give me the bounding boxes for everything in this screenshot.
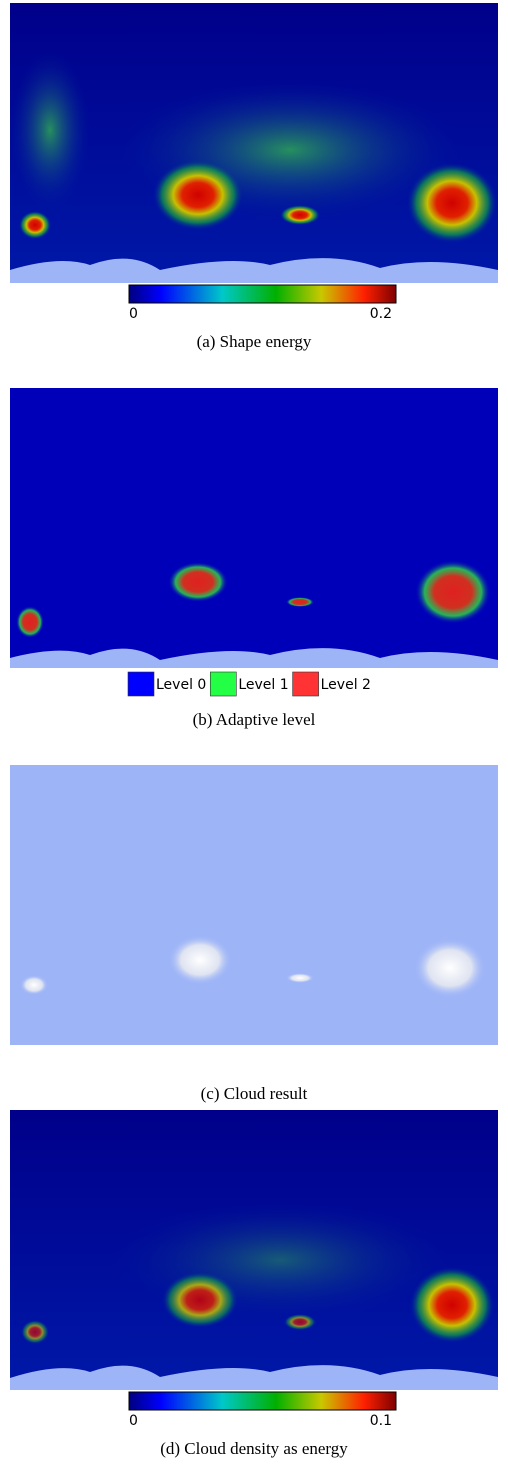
caption: (c) Cloud result (201, 1084, 308, 1103)
page: {"panels": [ {"caption": "(a) Shape ener… (0, 0, 508, 1468)
colorbar (129, 1392, 396, 1410)
legend-label: Level 1 (238, 677, 288, 693)
legend-swatch (210, 672, 236, 696)
image-a (10, 3, 498, 283)
caption: (a) Shape energy (197, 332, 312, 351)
legend-label: Level 0 (156, 677, 206, 693)
figure: (a) Shape energy (b) Adaptive level (c) … (0, 0, 508, 1468)
colorbar (129, 285, 396, 303)
legend-swatch (128, 672, 154, 696)
legend-swatch (293, 672, 319, 696)
tick-label: 0 (129, 306, 138, 322)
caption: (d) Cloud density as energy (160, 1439, 348, 1458)
image-d (10, 1110, 498, 1390)
legend-label: Level 2 (321, 677, 371, 693)
tick-label: 0 (129, 1413, 138, 1429)
tick-label: 0.1 (370, 1413, 392, 1429)
tick-label: 0.2 (370, 306, 392, 322)
image-c (10, 765, 498, 1045)
caption: (b) Adaptive level (193, 710, 316, 729)
image-b (10, 388, 498, 668)
